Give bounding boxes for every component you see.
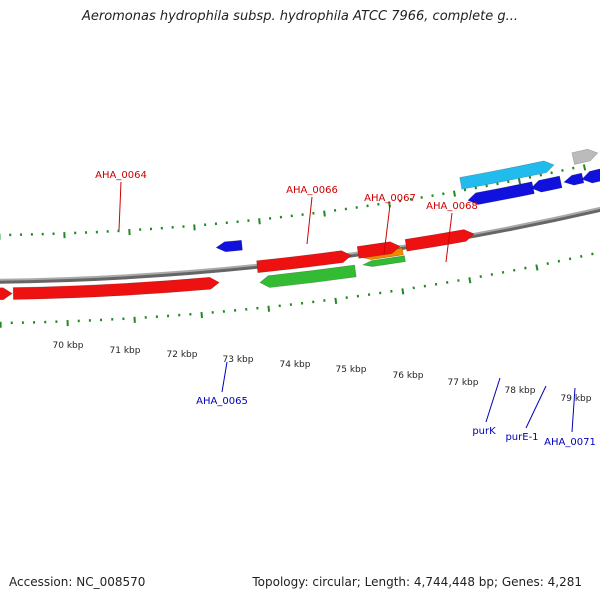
inner-tick-mark xyxy=(452,190,456,197)
gene-arrow-aha-0064 xyxy=(12,276,220,300)
outer-tick-mark xyxy=(535,264,539,271)
gene-label: AHA_0068 xyxy=(426,201,478,212)
inner-tick-mark xyxy=(550,171,553,175)
gene-arrow-aha-0068 xyxy=(404,229,475,252)
inner-tick-mark xyxy=(561,169,564,172)
scale-label: 72 kbp xyxy=(167,350,198,360)
inner-tick-mark xyxy=(572,166,575,170)
gene-label: AHA_0065 xyxy=(196,396,248,407)
gene-label-leader xyxy=(525,385,547,429)
outer-tick-mark xyxy=(334,297,338,304)
gene-arrow-grey xyxy=(571,148,599,165)
genome-backbone-shadow xyxy=(0,207,600,284)
scale-label: 77 kbp xyxy=(448,378,479,388)
gene-label-leader xyxy=(445,212,453,263)
inner-tick-mark xyxy=(517,178,522,185)
gene-arrow-aha-0063 xyxy=(0,287,13,301)
gene-arrow-aha-0066b xyxy=(256,250,352,274)
inner-tick-mark xyxy=(258,218,261,225)
gene-label-leader xyxy=(221,361,228,393)
gene-label: AHA_0071 xyxy=(544,437,596,448)
outer-tick-mark xyxy=(557,259,561,263)
gene-label: AHA_0067 xyxy=(364,193,416,204)
map-title: Aeromonas hydrophila subsp. hydrophila A… xyxy=(81,9,519,24)
gene-arrow-pure-1 xyxy=(530,175,563,193)
gene-label-leader xyxy=(571,387,576,433)
gene-arrow-aha-0067 xyxy=(361,255,406,267)
scale-label: 75 kbp xyxy=(336,365,367,375)
gene-label: AHA_0064 xyxy=(95,170,147,181)
gene-label-leader xyxy=(118,181,122,231)
scale-label: 78 kbp xyxy=(505,386,536,396)
gene-arrow-aha-0067c xyxy=(356,241,401,259)
inner-tick-mark xyxy=(582,164,587,171)
gene-arrow-aha-0072 xyxy=(581,168,600,184)
scale-label: 70 kbp xyxy=(53,341,84,351)
gene-label: AHA_0066 xyxy=(286,185,338,196)
outer-tick-mark xyxy=(546,262,549,265)
outer-tick-mark xyxy=(401,288,405,295)
accession-text: Accession: NC_008570 xyxy=(9,575,146,589)
scale-label: 74 kbp xyxy=(280,360,311,370)
scale-label: 79 kbp xyxy=(561,394,592,404)
gene-label: purK xyxy=(472,426,496,437)
gene-arrow-aha-0065 xyxy=(215,239,243,253)
outer-tick-mark xyxy=(267,305,271,312)
genome-summary-text: Topology: circular; Length: 4,744,448 bp… xyxy=(252,575,582,589)
inner-tick-mark xyxy=(528,175,532,179)
gene-arrow-aha-0066 xyxy=(259,264,357,288)
gene-arrow-cyan xyxy=(459,160,555,190)
outer-tick-mark xyxy=(468,277,472,284)
scale-label: 71 kbp xyxy=(110,346,141,356)
scale-label: 76 kbp xyxy=(393,371,424,381)
gene-arrow-aha-0071 xyxy=(563,172,585,186)
outer-tick-mark xyxy=(579,255,583,258)
outer-tick-mark xyxy=(568,257,572,261)
inner-tick-mark xyxy=(539,173,543,177)
gene-label: purE-1 xyxy=(505,432,538,443)
outer-tick-mark xyxy=(591,252,594,256)
scale-label: 73 kbp xyxy=(223,355,254,365)
gene-label-leader xyxy=(306,196,313,245)
gene-label-leader xyxy=(485,377,501,423)
gene-label-leader xyxy=(383,204,391,255)
inner-tick-mark xyxy=(323,210,326,217)
